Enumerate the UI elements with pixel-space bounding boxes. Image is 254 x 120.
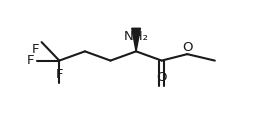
Polygon shape [132, 28, 140, 51]
Text: F: F [56, 68, 63, 81]
Text: NH₂: NH₂ [124, 30, 149, 43]
Text: O: O [156, 71, 167, 84]
Text: O: O [182, 41, 193, 54]
Text: F: F [32, 43, 40, 56]
Text: F: F [27, 54, 35, 67]
